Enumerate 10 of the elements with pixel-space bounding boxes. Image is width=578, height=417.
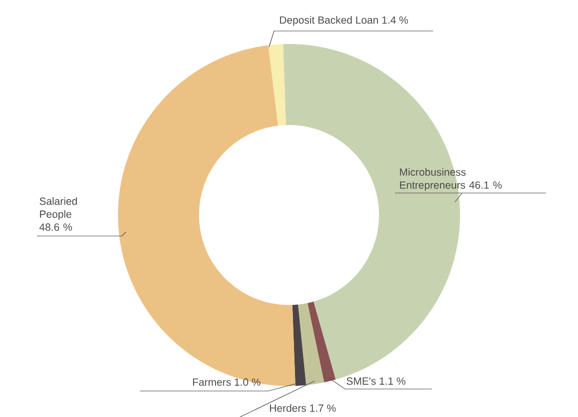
data-label: 48.6 % [39,223,72,231]
slice-label: SME's [346,377,376,385]
slice-label: Herders [270,404,306,412]
data-label: 46.1 % [469,181,502,189]
data-label: 1.1 % [380,377,406,385]
data-label: 1.7 % [310,404,336,412]
slice-label: Salaried People [40,197,77,220]
slice-label: Deposit Backed Loan [280,16,378,26]
slice-label: Farmers [193,378,231,386]
data-label: 1.4 % [382,16,408,24]
